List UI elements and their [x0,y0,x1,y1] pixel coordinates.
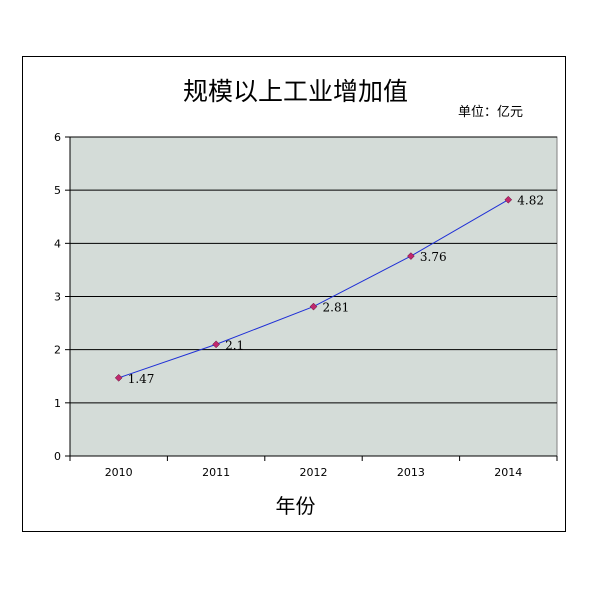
y-tick-label: 0 [54,450,61,463]
y-tick-label: 1 [54,397,61,410]
x-tick-label: 2012 [300,466,328,479]
series: 1.47 2.1 2.81 3.76 4.82 [114,194,544,386]
y-tick-label: 2 [54,344,61,357]
x-tick-label: 2011 [202,466,230,479]
y-tick-label: 5 [54,184,61,197]
x-tick-label: 2013 [397,466,425,479]
data-label: 1.47 [128,372,155,386]
y-axis: 0 1 2 3 4 5 6 [54,131,71,463]
data-point [114,373,123,382]
data-point [212,340,220,349]
data-label: 2.1 [225,338,244,352]
data-label: 3.76 [420,250,447,264]
x-axis-label: 年份 [275,494,316,518]
data-point [309,302,318,311]
chart-title: 规模以上工业增加值 [182,77,408,106]
data-label: 2.81 [323,301,350,315]
y-tick-label: 3 [54,291,61,304]
x-tick-label: 2010 [105,466,133,479]
data-point [407,252,415,260]
y-tick-label: 6 [54,131,61,144]
grid-lines [70,136,557,404]
data-point [504,195,513,204]
y-tick-label: 4 [54,237,61,250]
x-tick-label: 2014 [494,466,522,479]
data-label: 4.82 [517,194,544,208]
x-axis: 2010 2011 2012 2013 2014 [69,455,558,479]
unit-note: 单位：亿元 [458,105,524,120]
